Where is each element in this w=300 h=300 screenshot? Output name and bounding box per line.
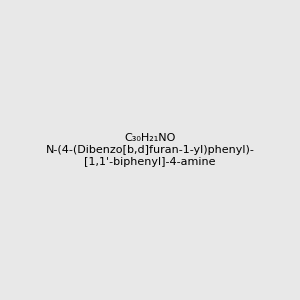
Text: C₃₀H₂₁NO
N-(4-(Dibenzo[b,d]furan-1-yl)phenyl)-
[1,1'-biphenyl]-4-amine: C₃₀H₂₁NO N-(4-(Dibenzo[b,d]furan-1-yl)ph… <box>46 134 254 166</box>
